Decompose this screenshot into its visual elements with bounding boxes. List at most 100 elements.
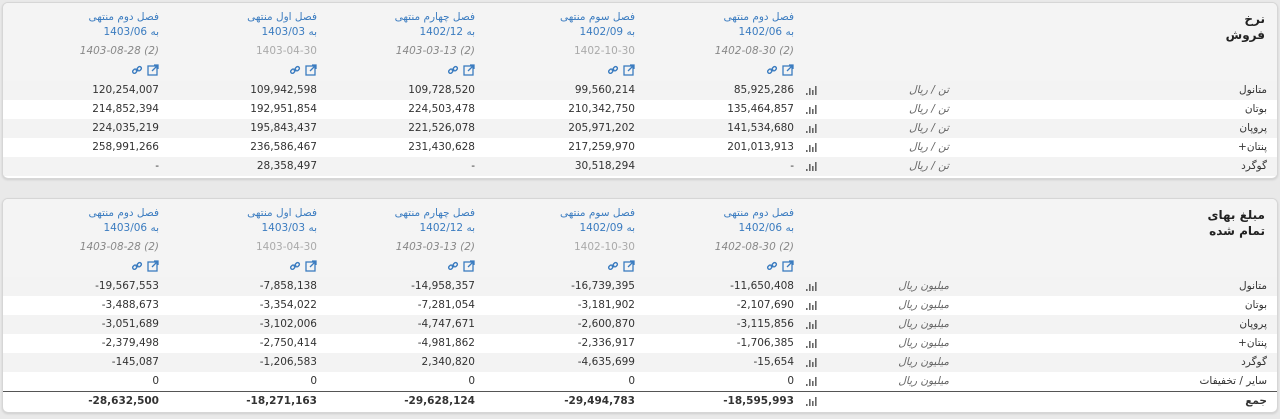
cell-value: -28,632,500 <box>88 395 159 407</box>
link-icon[interactable] <box>131 64 143 76</box>
row-label: بوتان <box>1244 299 1267 311</box>
cell-value: -4,635,699 <box>577 356 635 368</box>
cell-value: 28,358,497 <box>256 160 317 172</box>
link-icon[interactable] <box>607 64 619 76</box>
external-icon[interactable] <box>305 64 317 76</box>
column-period[interactable]: فصل دوم منتهی <box>88 11 159 23</box>
title-line: تمام شده <box>1209 224 1265 238</box>
column-end[interactable]: به 1402/12 <box>419 222 475 234</box>
chart-icon[interactable] <box>805 299 817 311</box>
cell-value: 120,254,007 <box>92 84 159 96</box>
external-icon[interactable] <box>305 260 317 272</box>
cell-value: -3,115,856 <box>736 318 794 330</box>
link-icon[interactable] <box>447 260 459 272</box>
chart-icon[interactable] <box>805 356 817 368</box>
link-icon[interactable] <box>447 64 459 76</box>
row-label: گوگرد <box>1241 160 1267 172</box>
chart-icon[interactable] <box>805 280 817 292</box>
chart-icon[interactable] <box>805 103 817 115</box>
chart-icon[interactable] <box>805 395 817 407</box>
chart-icon[interactable] <box>805 122 817 134</box>
total-row: جمع -18,595,993 -29,494,783 -29,628,124 -18,… <box>3 391 1277 411</box>
external-icon[interactable] <box>623 64 635 76</box>
cell-value: 141,534,680 <box>727 122 794 134</box>
link-icon[interactable] <box>607 260 619 272</box>
cell-value: 0 <box>468 375 475 387</box>
cell-value: 109,728,520 <box>408 84 475 96</box>
cell-value: -2,600,870 <box>577 318 635 330</box>
cell-value: -29,628,124 <box>404 395 475 407</box>
cell-value: -3,488,673 <box>101 299 159 311</box>
cell-value: 0 <box>310 375 317 387</box>
cell-value: -3,102,006 <box>259 318 317 330</box>
column-date: 1403-03-13 (2) <box>395 241 475 253</box>
column-end[interactable]: به 1402/06 <box>738 26 794 38</box>
external-icon[interactable] <box>782 260 794 272</box>
row-unit: میلیون ریال <box>898 318 949 330</box>
row-label: گوگرد <box>1241 356 1267 368</box>
cell-value: 0 <box>152 375 159 387</box>
row-unit: تن / ریال <box>909 141 949 153</box>
external-icon[interactable] <box>623 260 635 272</box>
cell-value: -2,336,917 <box>577 337 635 349</box>
link-icon[interactable] <box>289 260 301 272</box>
column-end[interactable]: به 1403/06 <box>103 222 159 234</box>
column-period[interactable]: فصل اول منتهی <box>247 11 317 23</box>
column-period[interactable]: فصل سوم منتهی <box>559 207 635 219</box>
column-period[interactable]: فصل دوم منتهی <box>88 207 159 219</box>
column-period[interactable]: فصل چهارم منتهی <box>394 207 475 219</box>
cell-value: 135,464,857 <box>727 103 794 115</box>
link-icon[interactable] <box>766 260 778 272</box>
table-row: متانول میلیون ریال -11,650,408 -16,739,395 -… <box>3 277 1277 296</box>
link-icon[interactable] <box>289 64 301 76</box>
external-icon[interactable] <box>147 260 159 272</box>
column-end[interactable]: به 1402/06 <box>738 222 794 234</box>
column-end[interactable]: به 1402/09 <box>579 222 635 234</box>
column-date: 1403-08-28 (2) <box>79 241 159 253</box>
external-icon[interactable] <box>463 64 475 76</box>
column-period[interactable]: فصل اول منتهی <box>247 207 317 219</box>
column-period[interactable]: فصل چهارم منتهی <box>394 11 475 23</box>
cell-value: -3,354,022 <box>259 299 317 311</box>
cell-value: -145,087 <box>111 356 159 368</box>
external-icon[interactable] <box>147 64 159 76</box>
column-date: 1402-10-30 <box>573 241 635 253</box>
column-end[interactable]: به 1403/06 <box>103 26 159 38</box>
link-icon[interactable] <box>766 64 778 76</box>
column-period[interactable]: فصل سوم منتهی <box>559 11 635 23</box>
column-date: 1403-03-13 (2) <box>395 45 475 57</box>
cell-value: -3,181,902 <box>577 299 635 311</box>
chart-icon[interactable] <box>805 160 817 172</box>
cell-value: 0 <box>628 375 635 387</box>
cell-value: -7,281,054 <box>417 299 475 311</box>
row-label: متانول <box>1239 84 1267 96</box>
link-icon[interactable] <box>131 260 143 272</box>
header-band <box>3 3 1277 81</box>
cell-value: 109,942,598 <box>250 84 317 96</box>
chart-icon[interactable] <box>805 84 817 96</box>
column-end[interactable]: به 1402/09 <box>579 26 635 38</box>
cell-value: - <box>155 160 159 172</box>
chart-icon[interactable] <box>805 375 817 387</box>
row-unit: میلیون ریال <box>898 356 949 368</box>
column-date: 1402-08-30 (2) <box>714 241 794 253</box>
column-period[interactable]: فصل دوم منتهی <box>723 207 794 219</box>
column-period[interactable]: فصل دوم منتهی <box>723 11 794 23</box>
table-row: بوتان تن / ریال 135,464,857 210,342,750 224,… <box>3 100 1277 119</box>
title-line: مبلغ بهای <box>1207 208 1265 222</box>
chart-icon[interactable] <box>805 318 817 330</box>
cell-value: -11,650,408 <box>730 280 794 292</box>
external-icon[interactable] <box>463 260 475 272</box>
cell-value: -2,107,690 <box>736 299 794 311</box>
column-end[interactable]: به 1403/03 <box>261 222 317 234</box>
cell-value: 224,503,478 <box>408 103 475 115</box>
column-end[interactable]: به 1403/03 <box>261 26 317 38</box>
chart-icon[interactable] <box>805 141 817 153</box>
table-row: پروپان تن / ریال 141,534,680 205,971,202 221… <box>3 119 1277 138</box>
title-line: فروش <box>1225 28 1265 42</box>
table-row: بوتان میلیون ریال -2,107,690 -3,181,902 -7,2… <box>3 296 1277 315</box>
row-label: پروپان <box>1239 122 1267 134</box>
chart-icon[interactable] <box>805 337 817 349</box>
column-end[interactable]: به 1402/12 <box>419 26 475 38</box>
external-icon[interactable] <box>782 64 794 76</box>
